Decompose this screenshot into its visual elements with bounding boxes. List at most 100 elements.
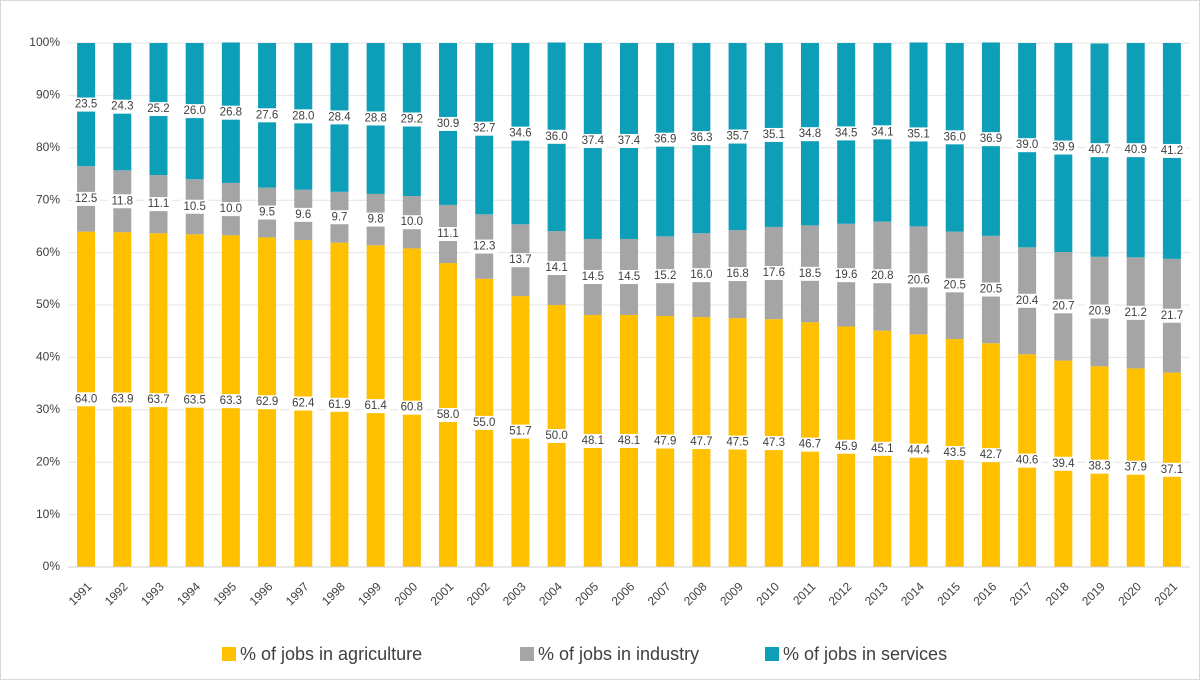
data-label: 28.0 — [292, 110, 314, 122]
label-bg — [108, 194, 137, 209]
data-label: 60.8 — [401, 402, 423, 414]
data-label: 21.7 — [1161, 310, 1183, 322]
y-tick-label: 20% — [36, 454, 60, 468]
label-bg — [940, 278, 969, 293]
data-label: 9.6 — [295, 209, 311, 221]
label-bg — [506, 253, 535, 268]
data-label: 32.7 — [473, 123, 495, 135]
label-bg — [832, 268, 861, 283]
data-label: 11.1 — [437, 228, 459, 240]
legend-swatch — [765, 647, 779, 661]
label-bg — [72, 97, 101, 112]
label-bg — [108, 392, 137, 407]
data-label: 37.9 — [1125, 462, 1147, 474]
data-label: 47.7 — [690, 436, 712, 448]
data-label: 21.2 — [1125, 307, 1147, 319]
label-bg — [180, 393, 209, 408]
data-label: 36.3 — [690, 132, 712, 144]
label-bg — [144, 102, 173, 117]
label-bg — [615, 269, 643, 284]
data-label: 17.6 — [763, 267, 785, 279]
data-label: 38.3 — [1088, 461, 1110, 473]
data-label: 14.5 — [582, 271, 604, 283]
data-label: 10.0 — [401, 216, 423, 228]
data-label: 48.1 — [582, 435, 604, 447]
y-tick-label: 0% — [43, 559, 61, 573]
data-label: 36.0 — [545, 131, 567, 143]
label-bg — [759, 266, 788, 281]
data-label: 19.6 — [835, 269, 857, 281]
legend-label: % of jobs in agriculture — [240, 644, 422, 664]
data-label: 27.6 — [256, 109, 278, 121]
label-bg — [542, 129, 571, 144]
label-bg — [325, 210, 354, 225]
label-bg — [72, 392, 101, 407]
label-bg — [216, 394, 245, 409]
data-label: 35.7 — [726, 131, 748, 143]
label-bg — [1121, 305, 1150, 320]
label-bg — [868, 441, 897, 456]
label-bg — [1085, 143, 1114, 158]
label-bg — [651, 269, 680, 284]
label-bg — [216, 105, 245, 120]
data-label: 28.8 — [364, 112, 386, 124]
label-bg — [1085, 459, 1114, 474]
label-bg — [687, 131, 716, 146]
data-label: 28.4 — [328, 111, 351, 123]
legend-label: % of jobs in industry — [538, 644, 699, 664]
data-label: 45.1 — [871, 443, 893, 455]
data-label: 63.7 — [147, 394, 169, 406]
data-label: 37.4 — [582, 135, 605, 147]
legend-swatch — [520, 647, 534, 661]
label-bg — [253, 205, 282, 220]
label-bg — [108, 99, 137, 114]
label-bg — [1157, 143, 1186, 158]
label-bg — [940, 130, 969, 145]
label-bg — [289, 207, 318, 222]
data-label: 62.9 — [256, 396, 278, 408]
data-label: 37.1 — [1161, 464, 1183, 476]
label-bg — [904, 273, 933, 288]
label-bg — [832, 126, 861, 141]
label-bg — [325, 397, 354, 412]
label-bg — [397, 400, 426, 415]
data-label: 47.5 — [726, 437, 748, 449]
data-label: 35.1 — [763, 129, 785, 141]
label-bg — [361, 212, 390, 227]
label-bg — [904, 127, 933, 142]
legend-swatch — [222, 647, 236, 661]
label-bg — [470, 415, 499, 430]
label-bg — [723, 129, 752, 144]
data-label: 10.5 — [183, 201, 205, 213]
label-bg — [651, 434, 680, 449]
data-label: 44.4 — [907, 445, 930, 457]
label-bg — [1121, 143, 1150, 158]
data-label: 64.0 — [75, 393, 97, 405]
y-tick-label: 70% — [36, 192, 60, 206]
data-label: 48.1 — [618, 435, 640, 447]
label-bg — [216, 202, 245, 217]
data-label: 34.1 — [871, 126, 893, 138]
data-label: 34.8 — [799, 128, 821, 140]
label-bg — [434, 116, 463, 131]
label-bg — [687, 268, 716, 283]
label-bg — [289, 396, 318, 411]
data-label: 42.7 — [980, 449, 1002, 461]
label-bg — [1013, 293, 1042, 308]
data-label: 9.7 — [331, 211, 347, 223]
data-label: 47.3 — [763, 437, 785, 449]
label-bg — [615, 433, 643, 448]
label-bg — [542, 429, 571, 443]
label-bg — [434, 226, 463, 241]
data-label: 61.9 — [328, 399, 350, 411]
label-bg — [434, 408, 463, 423]
data-label: 39.0 — [1016, 139, 1038, 151]
label-bg — [397, 215, 426, 230]
data-label: 30.9 — [437, 118, 459, 130]
data-label: 24.3 — [111, 101, 133, 113]
data-label: 50.0 — [545, 430, 567, 442]
label-bg — [868, 125, 897, 140]
data-label: 26.8 — [220, 107, 242, 119]
y-tick-label: 60% — [36, 245, 60, 259]
